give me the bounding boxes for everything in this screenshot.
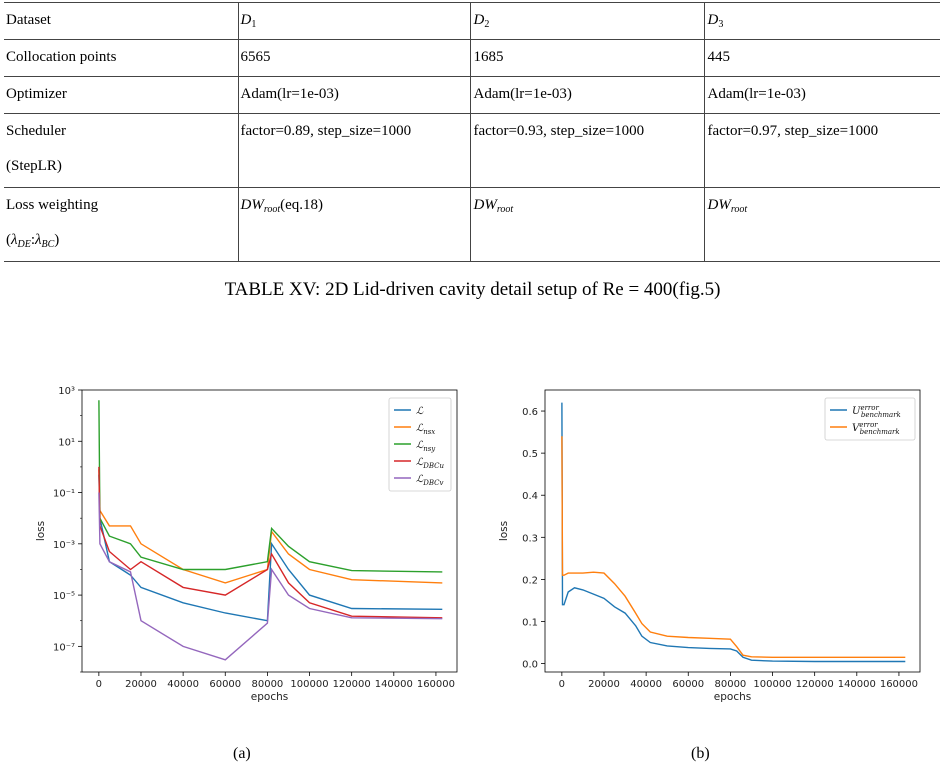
x-tick-label: 120000 [333,679,371,690]
y-tick-label: 10⁻⁷ [53,642,75,653]
table-cell: 6565 [237,39,471,77]
x-tick-label: 160000 [880,679,918,690]
benchmark-error-chart: 0 20000 40000 60000 80000 100000 120000 140000 1… [498,389,921,703]
y-tick-label: 10⁻³ [53,540,75,551]
x-axis-label: epochs [251,691,288,703]
legend-entry: ℒDBCv [416,474,443,487]
row-label: Loss weighting (λDE:λBC) [4,187,238,262]
table-row: Optimizer Adam(lr=1e-03) Adam(lr=1e-03) … [4,76,940,114]
panel-label-b: (b) [691,745,710,762]
y-tick-label: 10⁻⁵ [53,591,75,602]
table-cell: factor=0.97, step_size=1000 [704,113,940,188]
legend-box [388,397,452,492]
y-tick-label: 0.4 [522,491,538,502]
legend-box [824,397,916,441]
header-dataset: Dataset [4,2,238,40]
x-tick-label: 0 [96,679,102,690]
x-tick-label: 60000 [672,679,704,690]
y-tick-label: 10³ [58,386,75,397]
x-tick-label: 40000 [167,679,199,690]
legend-entry: ℒDBCu [416,457,444,470]
y-axis-label: loss [35,521,47,541]
legend-entry: Uerror benchmark [852,404,901,419]
y-axis-label: loss [498,521,510,541]
legend-entry: Verror benchmark [852,421,900,436]
x-axis-label: epochs [714,691,751,703]
y-tick-label: 0.1 [522,617,538,628]
table-caption: TABLE XV: 2D Lid-driven cavity detail se… [224,279,721,300]
y-tick-label: 10¹ [58,437,75,448]
x-tick-label: 100000 [753,679,791,690]
x-tick-label: 40000 [630,679,662,690]
header-d1: D1 [237,2,471,40]
x-tick-label: 80000 [714,679,746,690]
y-tick-label: 0.6 [522,407,538,418]
y-tick-label: 0.5 [522,449,538,460]
x-tick-label: 80000 [251,679,283,690]
series-group [561,402,906,663]
table-row: Loss weighting (λDE:λBC) DWroot(eq.18) DW… [4,187,940,262]
legend-entry: ℒnsy [416,440,436,453]
x-tick-label: 100000 [290,679,328,690]
x-tick-label: 0 [559,679,565,690]
panel-label-a: (a) [233,745,251,762]
table-cell: DWroot(eq.18) [237,187,471,262]
row-label: Collocation points [4,39,238,77]
table-header-row: Dataset D1 D2 D3 [4,2,940,40]
table-cell: Adam(lr=1e-03) [704,76,940,114]
x-tick-label: 60000 [209,679,241,690]
row-label: Optimizer [4,76,238,114]
table-cell: 1685 [470,39,705,77]
legend-entry: ℒnsx [416,423,435,436]
table-cell: Adam(lr=1e-03) [237,76,471,114]
table-cell: DWroot [470,187,705,262]
series-line-2 [98,400,443,573]
y-tick-label: 0.2 [522,575,538,586]
table-cell: Adam(lr=1e-03) [470,76,705,114]
table-cell: factor=0.89, step_size=1000 [237,113,471,188]
y-tick-label: 0.0 [522,660,538,671]
x-tick-label: 140000 [838,679,876,690]
header-d2: D2 [470,2,705,40]
x-tick-label: 160000 [417,679,455,690]
setup-table: Dataset D1 D2 D3 Collocation points 6565… [4,2,940,262]
legend-entry: ℒ [416,406,424,417]
x-tick-label: 120000 [796,679,834,690]
series-group [98,400,443,661]
series-line-3 [98,466,443,619]
table-cell: DWroot [704,187,940,262]
y-tick-label: 0.3 [522,533,538,544]
table-row: Collocation points 6565 1685 445 [4,39,940,77]
y-tick-label: 10⁻¹ [53,489,75,500]
x-tick-label: 20000 [125,679,157,690]
header-d3: D3 [704,2,940,40]
x-tick-label: 140000 [375,679,413,690]
x-tick-label: 20000 [588,679,620,690]
loss-log-chart: 0 20000 40000 60000 80000 100000 120000 140000 1… [35,386,458,703]
series-line-0 [561,402,906,663]
series-line-1 [561,436,906,658]
table-cell: 445 [704,39,940,77]
table-cell: factor=0.93, step_size=1000 [470,113,705,188]
row-label: Scheduler (StepLR) [4,113,238,188]
table-row: Scheduler (StepLR) factor=0.89, step_size… [4,113,940,188]
series-line-4 [98,492,443,661]
series-line-1 [98,469,443,584]
